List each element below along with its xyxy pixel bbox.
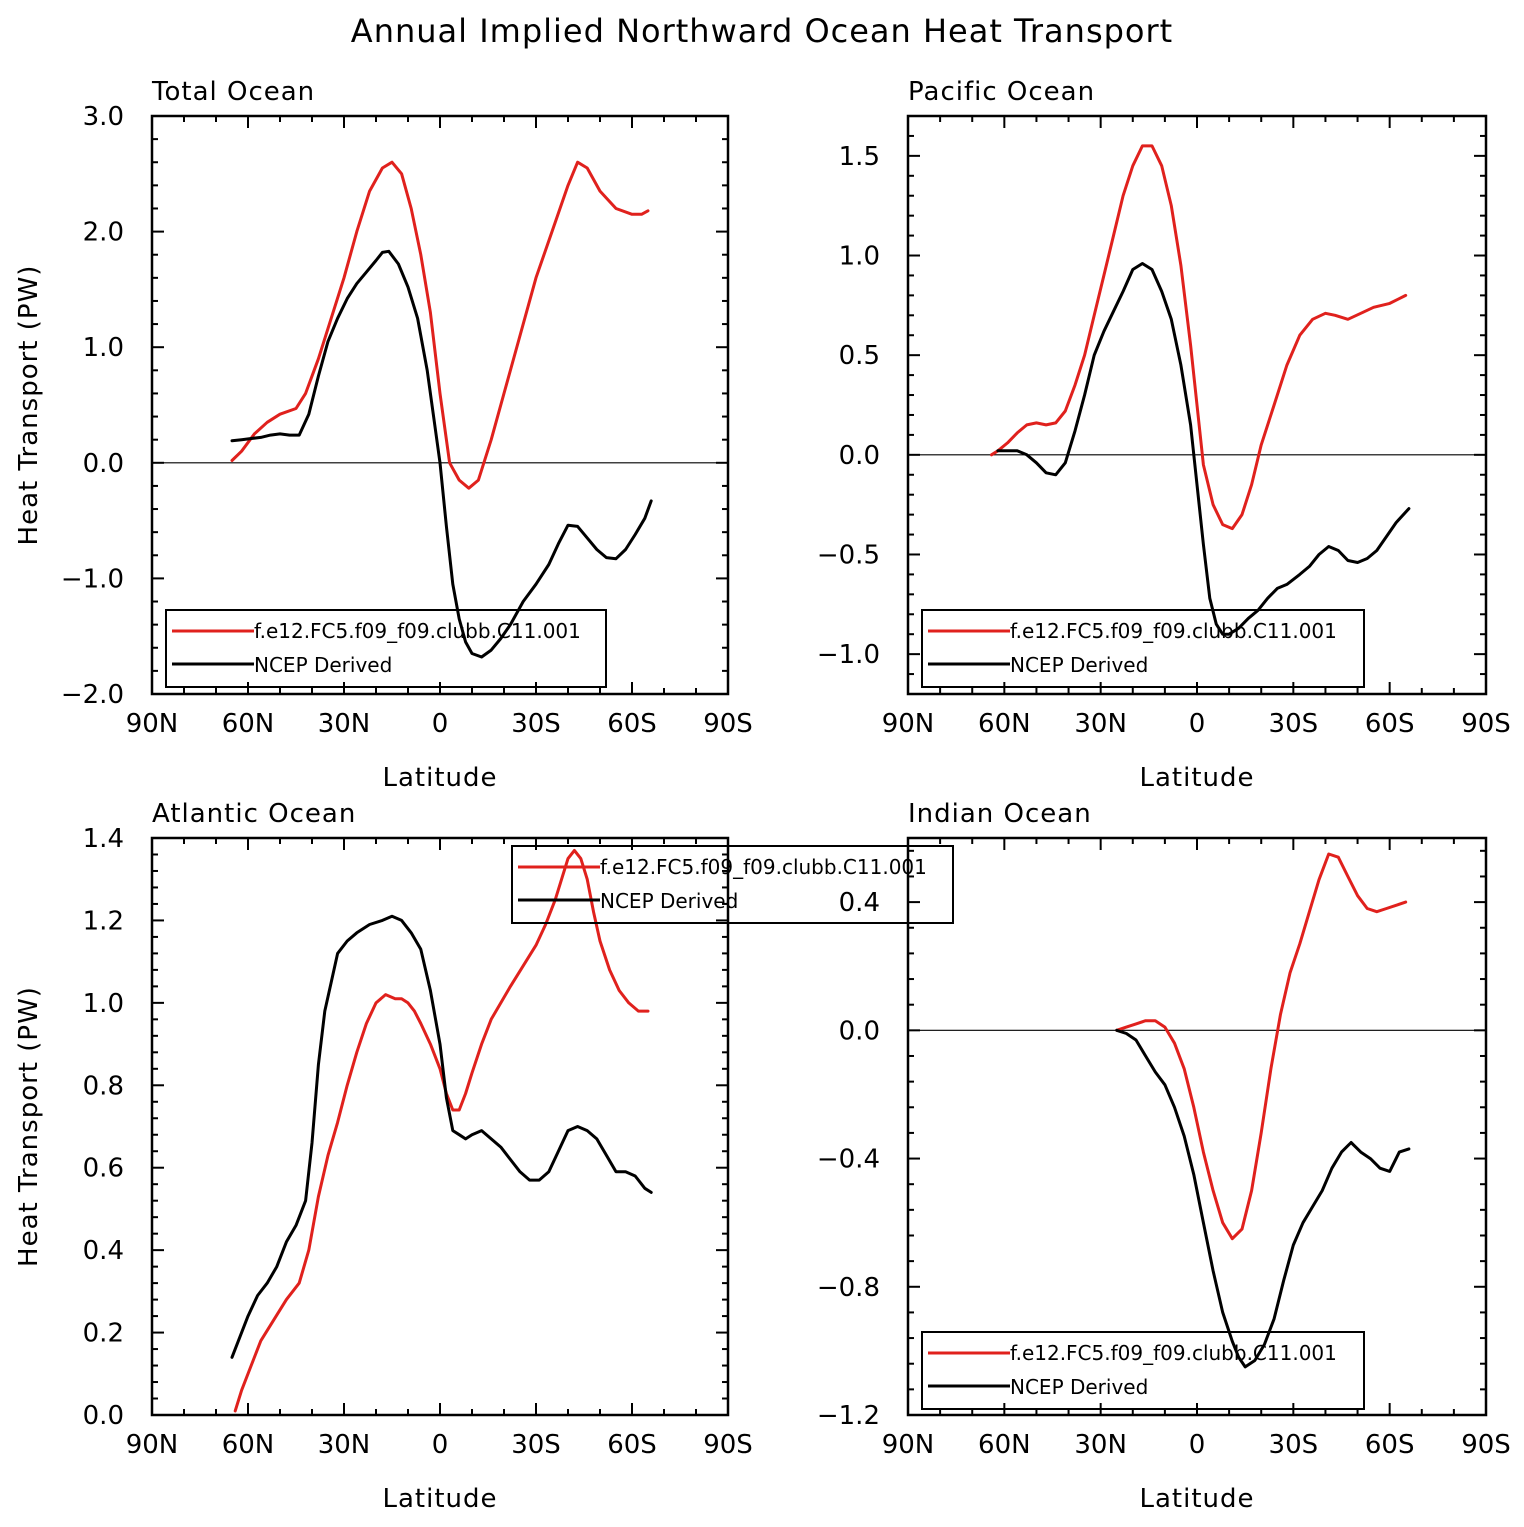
- y-tick-label: 1.4: [83, 824, 124, 854]
- y-tick-label: −2.0: [61, 680, 124, 710]
- legend-label-ncep: NCEP Derived: [254, 653, 392, 677]
- x-tick-label: 90S: [1461, 709, 1511, 739]
- x-tick-label: 60N: [222, 1430, 275, 1460]
- x-tick-label: 0: [1189, 1430, 1206, 1460]
- legend-label-ncep: NCEP Derived: [600, 889, 738, 913]
- x-tick-label: 60N: [978, 1430, 1031, 1460]
- y-axis-label: Heat Transport (PW): [14, 986, 44, 1267]
- legend: f.e12.FC5.f09_f09.clubb.C11.001 NCEP Deri…: [921, 1331, 1365, 1410]
- x-tick-label: 60S: [1365, 1430, 1415, 1460]
- plot-frame: [906, 114, 1488, 696]
- x-tick-label: 90S: [703, 1430, 753, 1460]
- x-tick-label: 60S: [1365, 709, 1415, 739]
- y-tick-label: −0.8: [817, 1273, 880, 1303]
- y-tick-label: 0.0: [839, 1016, 880, 1046]
- plot-frame: [906, 836, 1488, 1417]
- x-tick-label: 60N: [222, 709, 275, 739]
- plot-frame: [150, 836, 730, 1417]
- x-axis-label: Latitude: [1139, 1484, 1254, 1514]
- y-tick-label: 0.8: [83, 1071, 124, 1101]
- x-axis-label: Latitude: [382, 763, 497, 793]
- x-tick-label: 60S: [607, 1430, 657, 1460]
- legend-box: [511, 845, 954, 924]
- y-tick-label: −1.0: [817, 640, 880, 670]
- legend-label-model: f.e12.FC5.f09_f09.clubb.C11.001: [600, 855, 927, 879]
- series-line-model: [233, 848, 650, 1413]
- x-tick-label: 60S: [607, 709, 657, 739]
- x-tick-label: 30N: [1074, 709, 1127, 739]
- y-axis-label: Heat Transport (PW): [14, 265, 44, 546]
- x-tick-label: 0: [1189, 709, 1206, 739]
- y-tick-label: 0.0: [83, 1401, 124, 1431]
- legend-label-model: f.e12.FC5.f09_f09.clubb.C11.001: [1010, 619, 1337, 643]
- x-tick-label: 30N: [318, 1430, 371, 1460]
- series-line-ncep: [230, 914, 653, 1359]
- legend-label-ncep: NCEP Derived: [1010, 1375, 1148, 1399]
- y-tick-label: 0.6: [83, 1154, 124, 1184]
- x-tick-label: 30S: [1269, 709, 1319, 739]
- y-tick-label: −1.0: [61, 564, 124, 594]
- x-axis-label: Latitude: [382, 1484, 497, 1514]
- panel-title: Pacific Ocean: [908, 77, 1095, 107]
- panel-indian-ocean: Indian Ocean 90N 60N 30N 0 30S 60S 90S −1.2 −0.8 −…: [817, 799, 1511, 1514]
- legend-box: [921, 609, 1365, 688]
- legend-label-model: f.e12.FC5.f09_f09.clubb.C11.001: [1010, 1341, 1337, 1365]
- x-tick-label: 30S: [511, 709, 561, 739]
- series-line-model: [230, 160, 650, 490]
- series-line-model: [1115, 852, 1408, 1241]
- panel-title: Atlantic Ocean: [152, 799, 356, 829]
- x-tick-label: 30S: [1269, 1430, 1319, 1460]
- panel-total-ocean: Total Ocean 90N 60N 30N 0 30S 60S 90S −2.0 −1.0 0.…: [14, 77, 753, 793]
- legend: f.e12.FC5.f09_f09.clubb.C11.001 NCEP Deri…: [511, 845, 954, 924]
- plot-frame: [150, 114, 730, 696]
- y-tick-label: 0.5: [839, 341, 880, 371]
- y-tick-label: −0.5: [817, 540, 880, 570]
- x-axis-label: Latitude: [1139, 763, 1254, 793]
- x-tick-label: 90N: [882, 1430, 935, 1460]
- y-tick-label: 1.0: [83, 333, 124, 363]
- y-tick-label: 0.2: [83, 1319, 124, 1349]
- y-tick-label: −1.2: [817, 1401, 880, 1431]
- legend-box: [165, 609, 607, 688]
- legend-box: [921, 1331, 1365, 1410]
- x-tick-label: 30N: [318, 709, 371, 739]
- x-tick-label: 0: [432, 1430, 449, 1460]
- legend-label-ncep: NCEP Derived: [1010, 653, 1148, 677]
- x-tick-label: 30S: [511, 1430, 561, 1460]
- y-tick-label: 0.0: [83, 449, 124, 479]
- x-tick-label: 60N: [978, 709, 1031, 739]
- y-tick-label: 1.0: [83, 989, 124, 1019]
- legend: f.e12.FC5.f09_f09.clubb.C11.001 NCEP Deri…: [165, 609, 607, 688]
- y-tick-label: 0.4: [83, 1236, 124, 1266]
- x-tick-label: 90N: [882, 709, 935, 739]
- x-tick-label: 90N: [126, 1430, 179, 1460]
- y-tick-label: 1.2: [83, 906, 124, 936]
- series-line-model: [990, 144, 1408, 531]
- figure-title: Annual Implied Northward Ocean Heat Tran…: [350, 12, 1174, 50]
- y-tick-label: 3.0: [83, 102, 124, 132]
- panel-pacific-ocean: Pacific Ocean 90N 60N 30N 0 30S 60S 90S −1.0 −0.5…: [817, 77, 1511, 793]
- y-tick-label: 0.0: [839, 441, 880, 471]
- panel-title: Indian Ocean: [908, 799, 1092, 829]
- panel-title: Total Ocean: [151, 77, 315, 107]
- y-tick-label: −0.4: [817, 1145, 880, 1175]
- y-tick-label: 1.0: [839, 242, 880, 272]
- y-tick-label: 2.0: [83, 218, 124, 248]
- panel-atlantic-ocean: Atlantic Ocean 90N 60N 30N 0 30S 60S 90S 0.0 0.2 0…: [14, 799, 954, 1514]
- x-tick-label: 0: [432, 709, 449, 739]
- y-tick-label: 1.5: [839, 142, 880, 172]
- x-tick-label: 90S: [703, 709, 753, 739]
- legend: f.e12.FC5.f09_f09.clubb.C11.001 NCEP Deri…: [921, 609, 1365, 688]
- y-tick-label: 0.4: [839, 888, 880, 918]
- x-tick-label: 90S: [1461, 1430, 1511, 1460]
- series-line-ncep: [996, 262, 1411, 636]
- x-tick-label: 90N: [126, 709, 179, 739]
- series-line-ncep: [230, 249, 653, 659]
- legend-label-model: f.e12.FC5.f09_f09.clubb.C11.001: [254, 619, 581, 643]
- series-line-ncep: [1115, 1028, 1411, 1369]
- x-tick-label: 30N: [1074, 1430, 1127, 1460]
